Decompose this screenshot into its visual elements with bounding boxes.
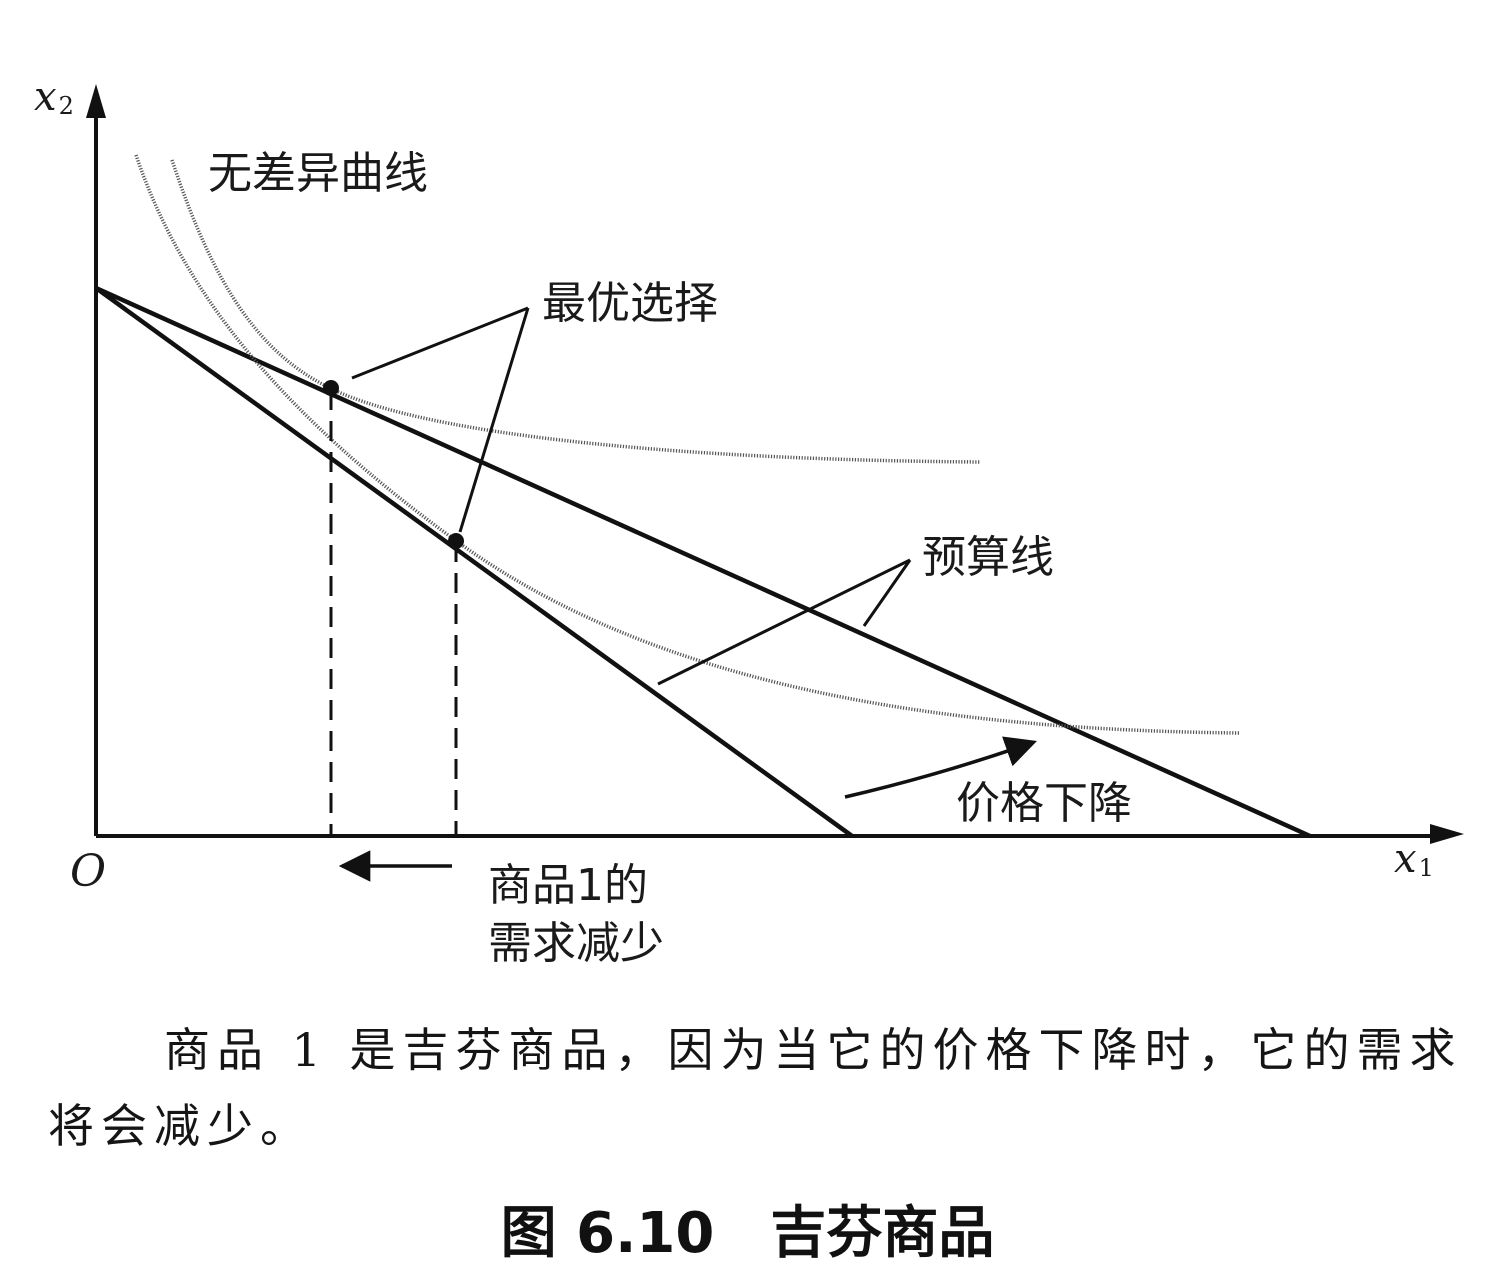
figure-number: 图 6.10 <box>500 1201 715 1266</box>
optimal-choice-leader-1 <box>351 306 529 380</box>
x-axis-label: x1 <box>1394 836 1434 882</box>
origin-label: O <box>70 846 106 897</box>
budget-line-label: 预算线 <box>922 532 1054 583</box>
demand-decrease-label-line1: 商品1的 <box>488 860 648 911</box>
optimal-choice-point-original <box>448 533 464 549</box>
budget-line-leader-1 <box>657 558 911 686</box>
figure-name: 吉芬商品 <box>770 1201 995 1266</box>
optimal-choice-point-new <box>323 380 339 396</box>
optimal-choice-leader-2 <box>458 307 530 533</box>
optimal-choice-label: 最优选择 <box>542 278 718 329</box>
figure-caption: 商品 1 是吉芬商品，因为当它的价格下降时，它的需求将会减少。 <box>48 1023 1463 1153</box>
figure-title: 图 6.10 吉芬商品 <box>0 1188 1495 1269</box>
demand-decrease-label-line2: 需求减少 <box>488 918 664 969</box>
budget-line-original <box>94 286 854 838</box>
budget-line-after-price-decrease <box>95 285 1311 839</box>
x-axis-arrow-icon <box>1430 824 1464 844</box>
price-decrease-arrow-icon <box>844 736 1037 799</box>
indifference-curve-lower <box>134 154 1241 735</box>
indifference-curve-upper <box>170 159 981 464</box>
indifference-curve-label: 无差异曲线 <box>208 148 428 199</box>
budget-line-leader-2 <box>862 559 912 627</box>
y-axis-arrow-icon <box>86 84 106 118</box>
y-axis-label: x2 <box>34 74 74 120</box>
price-decrease-label: 价格下降 <box>956 778 1132 829</box>
